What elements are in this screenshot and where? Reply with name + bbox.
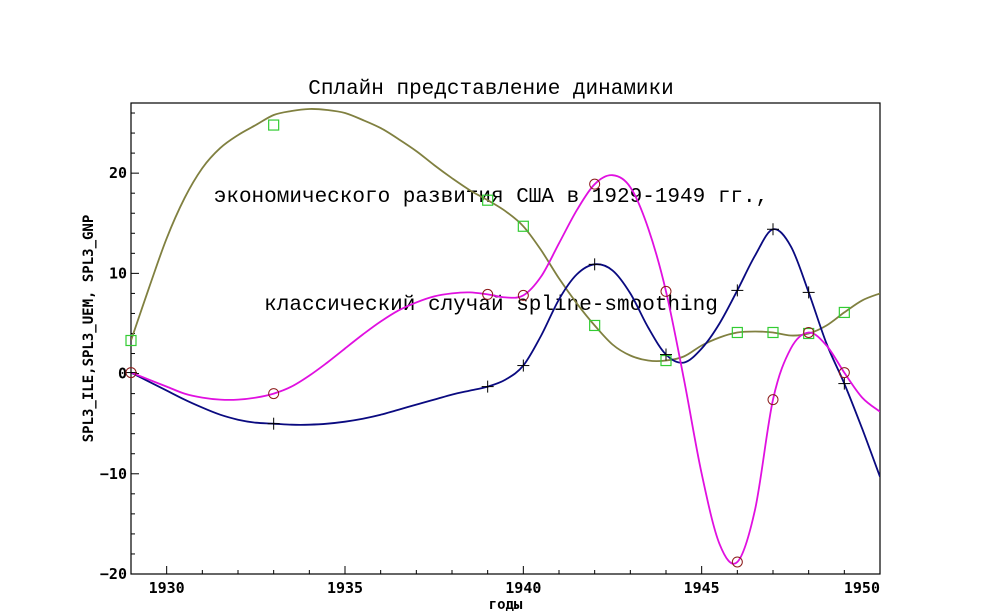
circle-marker <box>731 556 743 568</box>
chart-title-line-3: классический случай spline-smoothing <box>264 294 718 317</box>
square-marker <box>517 220 529 232</box>
plus-marker <box>481 380 494 393</box>
plus-marker <box>517 359 530 372</box>
circle-marker <box>838 367 850 379</box>
circle-marker <box>482 288 494 300</box>
circle-marker <box>125 367 137 379</box>
square-marker <box>838 306 850 319</box>
plus-marker <box>731 284 744 297</box>
chart-title: Сплайн представление динамики экономичес… <box>213 78 769 317</box>
square-marker <box>767 326 779 339</box>
circle-marker <box>589 178 601 190</box>
series-1-line <box>131 108 880 362</box>
circle-marker <box>517 289 529 301</box>
square-marker <box>482 194 494 206</box>
square-marker <box>589 319 601 332</box>
x-tick-label: 1945 <box>684 579 720 597</box>
x-tick-label: 1940 <box>505 579 541 597</box>
y-tick-label: 10 <box>109 264 127 282</box>
axis-tick-labels: 1930 1935 1940 1945 1950 −20 −10 0 10 20 <box>100 164 880 597</box>
circle-marker <box>268 388 280 400</box>
plot-frame <box>130 102 881 575</box>
circle-marker <box>660 285 672 297</box>
series-markers <box>125 119 851 568</box>
y-tick-label: −20 <box>100 565 127 583</box>
series-3-line <box>131 174 880 565</box>
y-tick-label: 20 <box>109 164 127 182</box>
y-axis-label: SPL3_ILE,SPL3_UEM, SPL3_GNP <box>81 215 97 443</box>
plus-marker <box>802 286 815 299</box>
x-tick-label: 1930 <box>149 579 185 597</box>
circle-marker <box>767 394 779 406</box>
axis-ticks <box>130 112 881 575</box>
x-tick-label: 1935 <box>327 579 363 597</box>
plus-marker <box>588 258 601 271</box>
x-axis-label: годы <box>489 597 523 613</box>
plus-marker <box>125 366 137 379</box>
square-marker <box>268 119 280 131</box>
y-tick-label: 0 <box>118 365 127 383</box>
plus-marker <box>267 417 280 430</box>
square-marker <box>731 326 743 339</box>
y-tick-label: −10 <box>100 465 127 483</box>
square-marker <box>125 334 137 347</box>
plus-marker <box>767 223 779 236</box>
plus-marker <box>838 377 851 390</box>
x-tick-label: 1950 <box>844 579 880 597</box>
chart-title-line-2: экономического развития США в 1929-1949 … <box>213 186 769 209</box>
plus-marker <box>660 348 672 361</box>
series-2-line <box>131 228 880 478</box>
chart-title-line-1: Сплайн представление динамики <box>308 78 674 101</box>
circle-marker <box>803 326 815 338</box>
series-curves <box>131 108 880 565</box>
plot-border <box>130 102 881 575</box>
